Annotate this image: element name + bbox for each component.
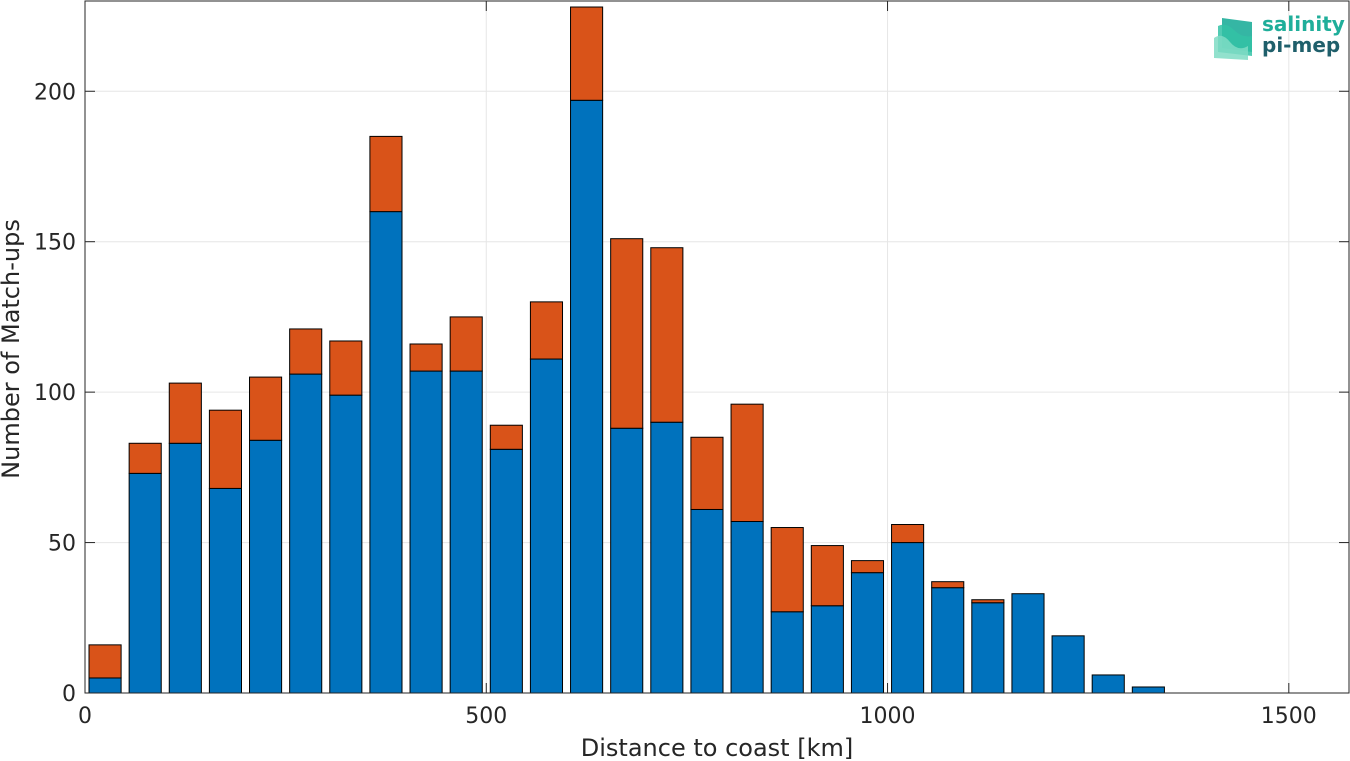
y-tick-label: 100 xyxy=(34,381,76,406)
bar-series2 xyxy=(208,409,242,489)
bar-series2 xyxy=(489,424,523,450)
y-tick-labels: 0 50 100 150 200 xyxy=(34,80,76,707)
x-tick-label: 1500 xyxy=(1261,704,1317,729)
bar-series1 xyxy=(168,442,202,694)
x-tick-label: 0 xyxy=(78,704,92,729)
bar-series2 xyxy=(168,382,202,444)
bar-series1 xyxy=(770,611,804,694)
bars xyxy=(88,6,1165,694)
bar-series1 xyxy=(1091,674,1125,694)
bar-series1 xyxy=(730,521,764,694)
bar-series1 xyxy=(810,605,844,694)
bar-series1 xyxy=(249,439,283,694)
bar-series1 xyxy=(489,448,523,694)
bar-series2 xyxy=(570,6,604,101)
bar-series1 xyxy=(529,358,564,694)
y-tick-label: 150 xyxy=(34,231,76,256)
y-tick-label: 0 xyxy=(62,682,76,707)
bar-series2 xyxy=(650,247,684,423)
bar-series1 xyxy=(88,677,122,694)
bar-series2 xyxy=(369,135,403,213)
y-tick-label: 200 xyxy=(34,80,76,105)
y-axis-label: Number of Match-ups xyxy=(0,219,25,479)
x-axis-label: Distance to coast [km] xyxy=(581,734,853,761)
wave-logo-icon xyxy=(1214,18,1252,60)
bar-series2 xyxy=(128,442,162,474)
bar-series1 xyxy=(1051,635,1085,694)
logo-text-salinity: salinity xyxy=(1262,12,1345,36)
bar-series1 xyxy=(449,370,483,694)
bar-series2 xyxy=(289,328,323,375)
bar-series2 xyxy=(810,545,844,607)
x-tick-label: 500 xyxy=(465,704,507,729)
bar-series2 xyxy=(529,301,564,360)
salinity-pi-mep-logo: salinity pi-mep xyxy=(1212,12,1345,66)
bar-series2 xyxy=(971,599,1005,604)
bar-series1 xyxy=(610,427,644,694)
axes-box xyxy=(84,0,1350,694)
x-tick-labels: 0 500 1000 1500 xyxy=(78,704,1317,729)
bar-series2 xyxy=(249,376,283,441)
bar-series1 xyxy=(369,211,403,694)
bar-series1 xyxy=(850,572,885,694)
bar-series1 xyxy=(1131,686,1165,694)
bar-series2 xyxy=(931,581,965,589)
bar-series2 xyxy=(610,238,644,429)
bar-series2 xyxy=(891,524,925,544)
bar-series2 xyxy=(690,436,724,510)
bar-series2 xyxy=(449,316,483,372)
bar-series2 xyxy=(850,560,885,574)
bar-series1 xyxy=(128,472,162,694)
bar-series1 xyxy=(409,370,443,694)
bar-series1 xyxy=(971,602,1005,694)
bar-series2 xyxy=(730,403,764,523)
bar-series1 xyxy=(690,508,724,694)
bar-series1 xyxy=(891,542,925,694)
bar-series1 xyxy=(208,487,242,694)
bar-series1 xyxy=(931,587,965,694)
bar-series2 xyxy=(329,340,363,396)
x-tick-label: 1000 xyxy=(860,704,916,729)
bar-series1 xyxy=(650,421,684,694)
bar-series2 xyxy=(409,343,443,372)
bar-series2 xyxy=(770,527,804,613)
logo-text-pi-mep: pi-mep xyxy=(1262,33,1341,57)
bar-series1 xyxy=(289,373,323,694)
bar-series1 xyxy=(570,99,604,694)
bar-series2 xyxy=(88,644,122,679)
y-tick-label: 50 xyxy=(48,532,76,557)
ticks xyxy=(84,1,1349,694)
bar-series1 xyxy=(1011,593,1045,694)
bar-series1 xyxy=(329,394,363,694)
